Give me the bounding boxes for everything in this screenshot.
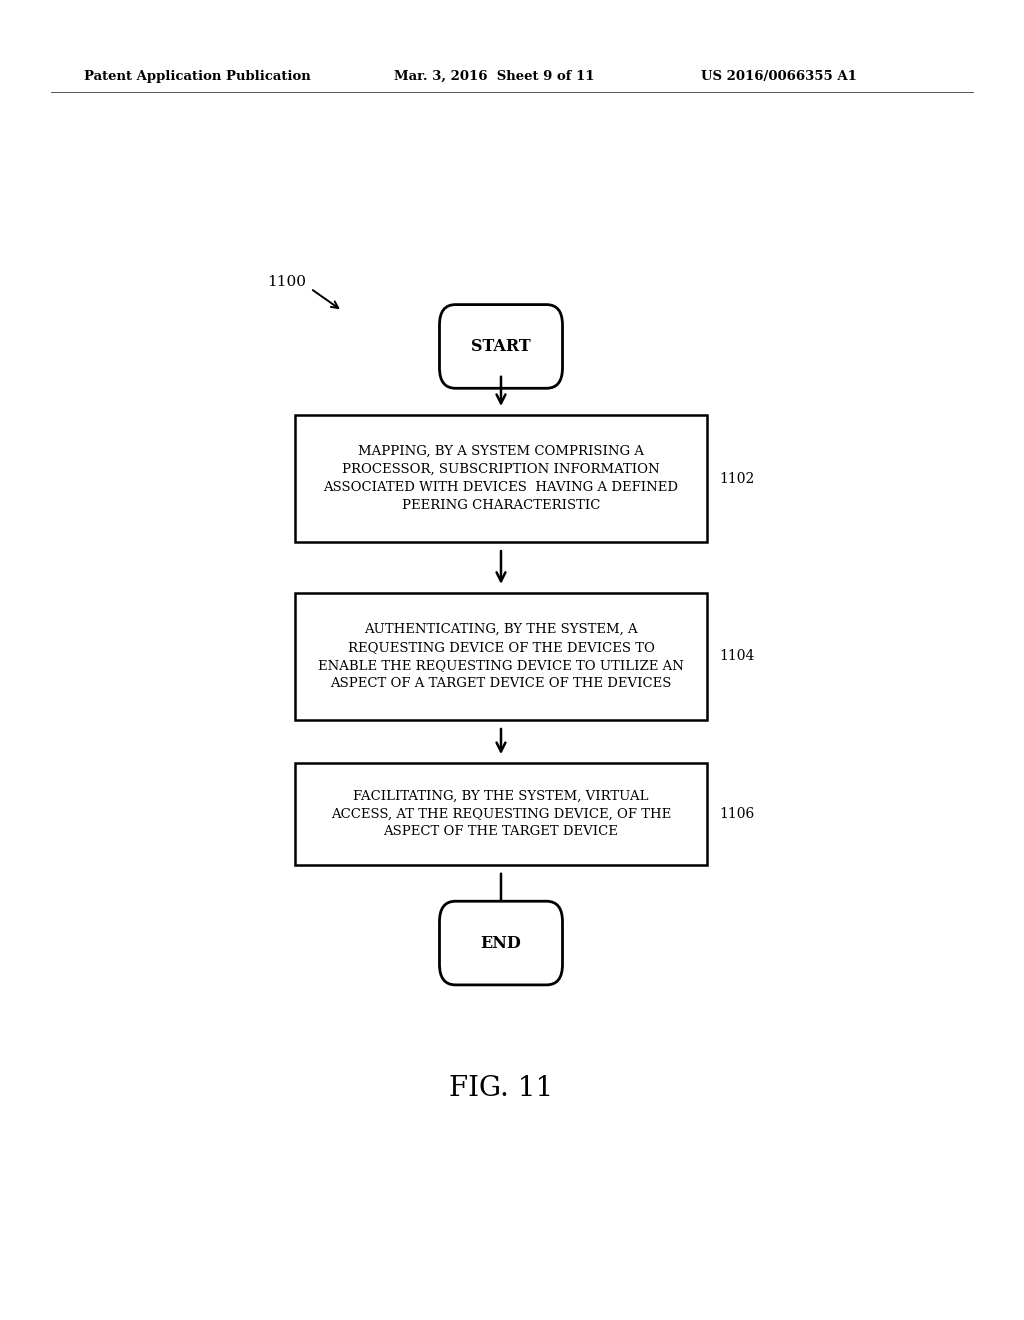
Text: AUTHENTICATING, BY THE SYSTEM, A
REQUESTING DEVICE OF THE DEVICES TO
ENABLE THE : AUTHENTICATING, BY THE SYSTEM, A REQUEST…: [318, 623, 684, 690]
Bar: [295, 763, 708, 865]
Bar: [295, 414, 708, 543]
Bar: [295, 593, 708, 719]
Text: FACILITATING, BY THE SYSTEM, VIRTUAL
ACCESS, AT THE REQUESTING DEVICE, OF THE
AS: FACILITATING, BY THE SYSTEM, VIRTUAL ACC…: [331, 789, 671, 838]
FancyBboxPatch shape: [439, 902, 562, 985]
Text: US 2016/0066355 A1: US 2016/0066355 A1: [701, 70, 857, 83]
Text: END: END: [480, 935, 521, 952]
FancyBboxPatch shape: [439, 305, 562, 388]
Text: Mar. 3, 2016  Sheet 9 of 11: Mar. 3, 2016 Sheet 9 of 11: [394, 70, 595, 83]
Text: 1102: 1102: [719, 471, 755, 486]
Text: FIG. 11: FIG. 11: [449, 1074, 553, 1102]
Text: MAPPING, BY A SYSTEM COMPRISING A
PROCESSOR, SUBSCRIPTION INFORMATION
ASSOCIATED: MAPPING, BY A SYSTEM COMPRISING A PROCES…: [324, 445, 679, 512]
Text: Patent Application Publication: Patent Application Publication: [84, 70, 310, 83]
Text: 1100: 1100: [267, 276, 306, 289]
Text: 1104: 1104: [719, 649, 755, 664]
Text: 1106: 1106: [719, 807, 755, 821]
Text: START: START: [471, 338, 530, 355]
